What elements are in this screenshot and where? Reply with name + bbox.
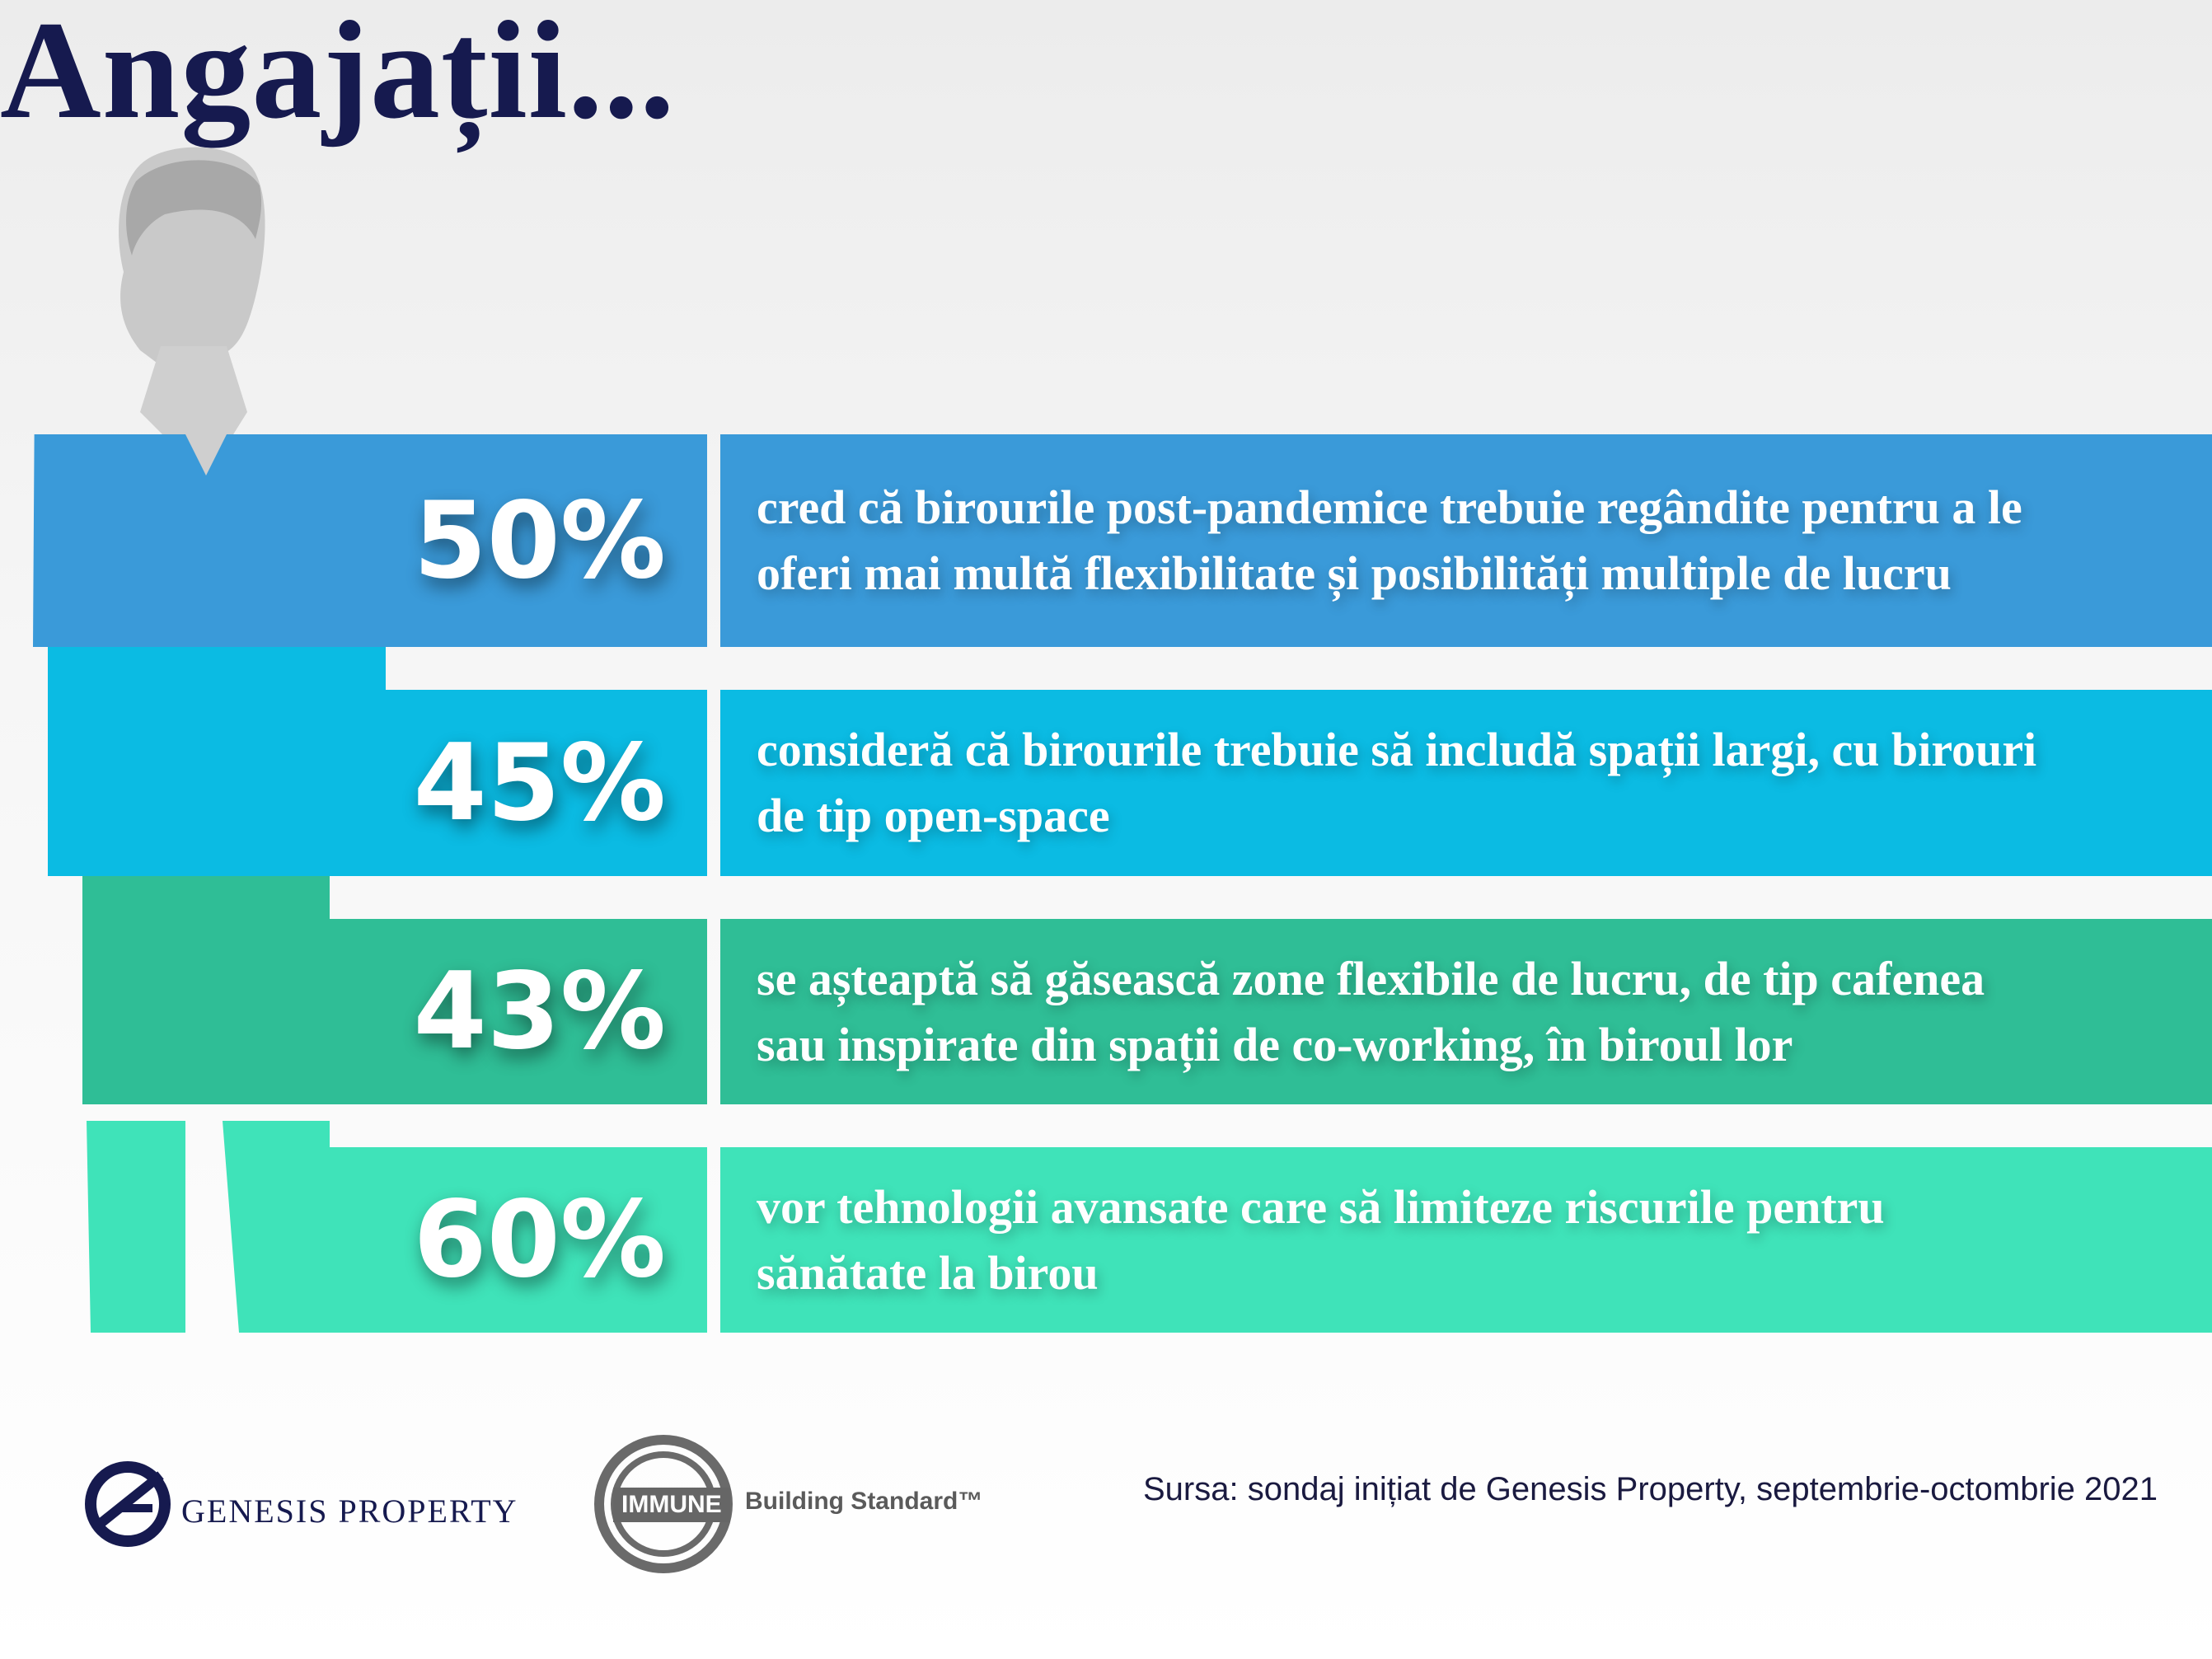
- genesis-logo-text: GENESIS PROPERTY: [181, 1493, 518, 1530]
- row-4-left-bg: [87, 1121, 707, 1333]
- source-note: Sursa: sondaj inițiat de Genesis Propert…: [1143, 1471, 2158, 1507]
- row-4-text: vor tehnologii avansate care să limiteze…: [720, 1147, 2212, 1333]
- immune-logo-text: Building Standard™: [745, 1488, 983, 1515]
- row-3-line-1: se așteaptă să găsească zone flexibile d…: [757, 951, 1985, 1005]
- row-1-line-2: oferi mai multă flexibilitate și posibil…: [757, 546, 1952, 600]
- immune-logo-word: IMMUNE: [613, 1488, 730, 1522]
- row-2-text: consideră că birourile trebuie să includ…: [720, 690, 2212, 876]
- row-4-percent: 60%: [413, 1179, 666, 1301]
- row-2-percent: 45%: [413, 721, 666, 845]
- row-1-band: 50% cred că birourile post-pandemice tre…: [0, 434, 2212, 647]
- page-title: Angajații...: [0, 0, 676, 148]
- row-3-band: 43% se așteaptă să găsească zone flexibi…: [0, 876, 2212, 1104]
- row-3-left-bg: [82, 876, 707, 1104]
- row-3-text: se așteaptă să găsească zone flexibile d…: [720, 919, 2212, 1104]
- genesis-logo-icon: [85, 1461, 171, 1547]
- row-4-band: 60% vor tehnologii avansate care să limi…: [0, 1121, 2212, 1333]
- person-silhouette-icon: [119, 147, 265, 478]
- row-1-percent: 50%: [413, 479, 666, 602]
- row-2-left-bg: [48, 647, 707, 876]
- row-1-text: cred că birourile post-pandemice trebuie…: [720, 434, 2212, 647]
- row-2-line-1: consideră că birourile trebuie să includ…: [757, 723, 2037, 776]
- row-2-line-2: de tip open-space: [757, 789, 1110, 842]
- row-2-band: 45% consideră că birourile trebuie să in…: [0, 647, 2212, 876]
- row-4-line-2: sănătate la birou: [757, 1245, 1099, 1300]
- row-4-line-1: vor tehnologii avansate care să limiteze…: [757, 1179, 1885, 1234]
- row-3-percent: 43%: [413, 950, 666, 1073]
- row-1-line-1: cred că birourile post-pandemice trebuie…: [757, 480, 2022, 534]
- row-1-left-bg: [33, 434, 707, 647]
- row-3-line-2: sau inspirate din spații de co-working, …: [757, 1017, 1793, 1071]
